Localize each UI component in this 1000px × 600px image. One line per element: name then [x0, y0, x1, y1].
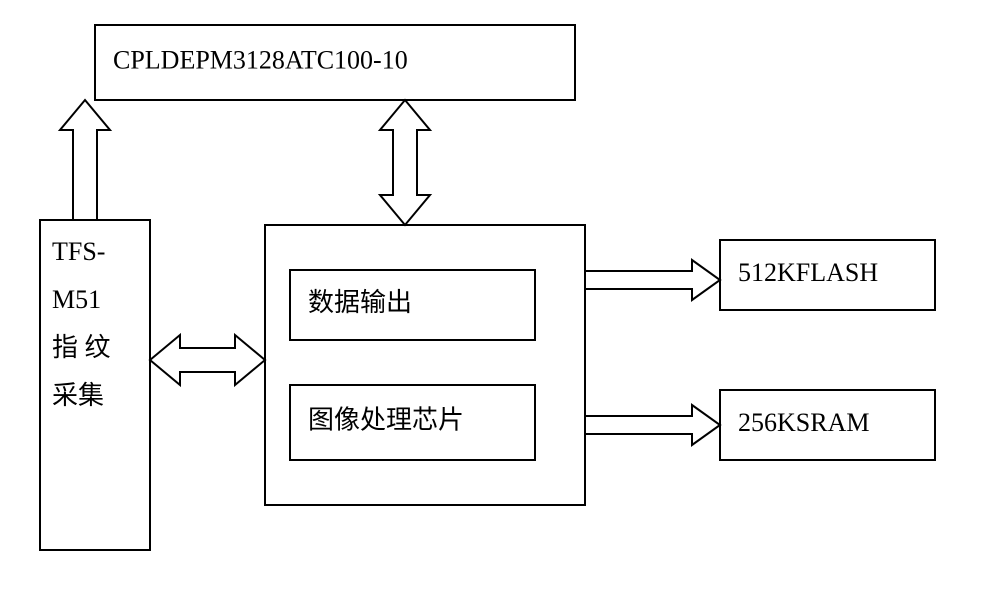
center-box [265, 225, 585, 505]
cpld-label: CPLDEPM3128ATC100-10 [113, 45, 408, 74]
tfs-label-line: 指 纹 [52, 333, 111, 362]
flash-label: 512KFLASH [738, 258, 878, 287]
tfs-label-line: 采集 [52, 381, 104, 410]
arrow-tfs-center [150, 335, 265, 385]
tfs-label-line: M51 [52, 285, 101, 314]
arrow-center-sram [585, 405, 720, 445]
arrow-center-flash [585, 260, 720, 300]
data-output-label: 数据输出 [308, 288, 412, 317]
arrow-tfs-to-cpld [60, 100, 110, 220]
tfs-label-line: TFS- [52, 237, 105, 266]
image-chip-label: 图像处理芯片 [308, 405, 464, 434]
arrow-cpld-center [380, 100, 430, 225]
sram-label: 256KSRAM [738, 408, 869, 437]
